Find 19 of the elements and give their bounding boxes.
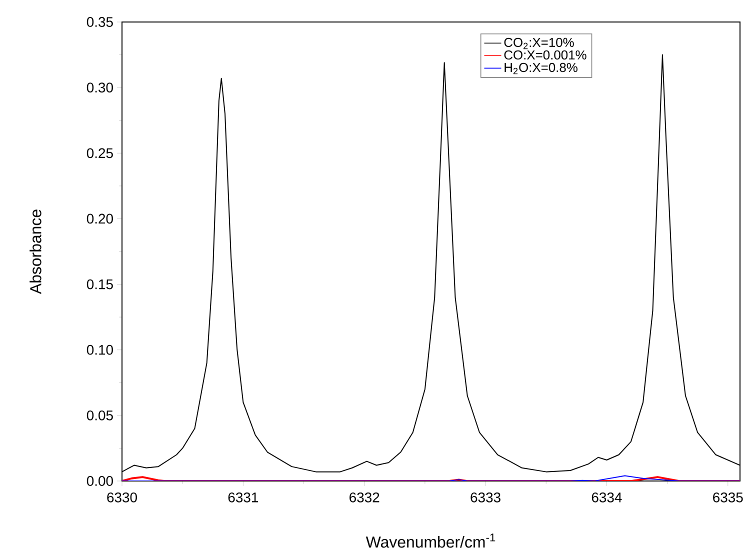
y-tick-label: 0.00 [86,476,113,486]
x-tick-label: 6335 [713,492,743,502]
legend-label: CO:X=0.001% [504,50,586,60]
x-tick-label: 6333 [470,492,500,502]
x-axis-title: Wavenumber/cm$^{-1}$ [366,534,496,548]
y-tick-label: 0.30 [86,82,113,93]
y-tick-label: 0.25 [86,148,113,158]
x-tick-label: 6330 [107,492,137,502]
y-tick-label: 0.10 [86,344,113,355]
legend-label: CO$_{2}$:X=10% [504,38,574,50]
y-tick-label: 0.35 [86,17,113,27]
x-tick-label: 6331 [228,492,258,502]
legend-label: H$_{2}$O:X=0.8% [504,62,578,74]
y-axis-title: Absorbance [30,210,42,294]
y-tick-label: 0.15 [86,279,113,290]
y-tick-label: 0.05 [86,410,113,420]
y-tick-label: 0.20 [86,214,113,224]
x-tick-label: 6334 [592,492,622,502]
x-tick-label: 6332 [350,492,380,502]
